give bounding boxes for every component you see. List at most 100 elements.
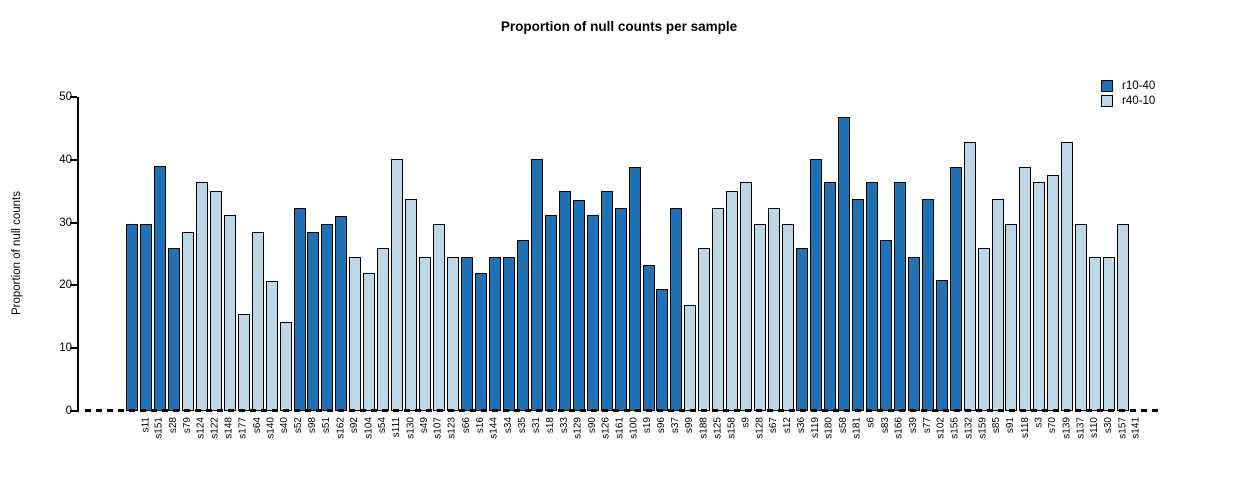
y-axis-label: Proportion of null counts — [11, 190, 23, 316]
x-tick-label: s122 — [209, 417, 221, 439]
bar-s123 — [433, 223, 446, 411]
x-tick-label: s110 — [1089, 417, 1101, 438]
x-tick-label: s137 — [1075, 417, 1087, 439]
bar-s39 — [893, 182, 906, 411]
legend-label: r40-10 — [1122, 95, 1156, 107]
bar-s99 — [670, 207, 683, 411]
x-tick-label: s162 — [335, 417, 347, 439]
bar-s40 — [265, 281, 278, 411]
x-tick-label: s92 — [349, 417, 361, 434]
bar-s64 — [237, 313, 250, 411]
bar-s49 — [405, 199, 418, 411]
chart-title: Proportion of null counts per sample — [500, 19, 738, 34]
x-tick-label: s67 — [768, 417, 780, 434]
y-tick-label: 10 — [59, 342, 72, 355]
x-tick-label: s125 — [712, 417, 724, 439]
bar-s161 — [600, 191, 613, 411]
bar-s90 — [572, 199, 585, 411]
x-tick-label: s177 — [237, 417, 249, 439]
x-tick-label: s19 — [642, 417, 654, 434]
x-tick-label: s181 — [851, 417, 863, 439]
bar-s77 — [907, 257, 920, 411]
bar-s188 — [684, 305, 697, 411]
bar-s130 — [391, 158, 404, 411]
bar-s151 — [139, 223, 152, 411]
x-tick-label: s132 — [963, 417, 975, 439]
bar-s166 — [879, 240, 892, 411]
bar-s141 — [1117, 223, 1130, 411]
x-tick-label: s52 — [293, 417, 305, 434]
bar-s31 — [516, 240, 529, 411]
x-tick-label: s3 — [1033, 417, 1045, 428]
bar-s11 — [126, 223, 138, 411]
x-tick-label: s9 — [740, 417, 752, 428]
bar-s128 — [740, 182, 753, 411]
x-tick-label: s36 — [796, 417, 808, 434]
x-tick-label: s35 — [516, 417, 528, 434]
x-tick-label: s90 — [586, 417, 598, 434]
bar-s155 — [935, 280, 948, 411]
bar-s30 — [1089, 257, 1102, 411]
x-tick-label: s124 — [195, 417, 207, 439]
bar-s180 — [810, 158, 823, 411]
bar-s102 — [921, 199, 934, 411]
bar-s107 — [419, 257, 432, 411]
y-tick-mark — [70, 158, 77, 161]
x-tick-label: s28 — [167, 417, 179, 434]
x-tick-label: s66 — [461, 417, 473, 434]
x-tick-label: s40 — [279, 417, 291, 434]
x-tick-label: s34 — [502, 417, 514, 434]
legend-item: r10-40 — [1101, 79, 1155, 93]
x-tick-label: s128 — [754, 417, 766, 439]
bar-s111 — [377, 247, 390, 411]
bar-s124 — [181, 232, 194, 411]
legend: r10-40 r40-10 — [1101, 79, 1155, 109]
x-tick-label: s99 — [684, 417, 696, 434]
bar-s98 — [293, 207, 306, 411]
x-tick-label: s98 — [307, 417, 319, 434]
legend-swatch-r40-10 — [1101, 95, 1113, 107]
x-tick-label: s33 — [558, 417, 570, 434]
bar-s18 — [530, 158, 543, 411]
bar-s100 — [614, 207, 627, 411]
x-tick-label: s104 — [363, 417, 375, 439]
x-tick-label: s77 — [921, 417, 933, 434]
x-tick-label: s39 — [907, 417, 919, 434]
x-tick-label: s151 — [153, 417, 165, 439]
legend-label: r10-40 — [1122, 80, 1156, 92]
x-tick-label: s30 — [1103, 417, 1115, 434]
bar-s110 — [1075, 223, 1088, 411]
x-tick-label: s70 — [1047, 417, 1059, 434]
x-tick-label: s58 — [838, 417, 849, 434]
bar-s54 — [363, 272, 376, 411]
bar-s129 — [558, 191, 571, 411]
legend-swatch-r10-40 — [1101, 80, 1113, 92]
legend-item: r40-10 — [1101, 94, 1155, 108]
y-tick-mark — [70, 347, 77, 350]
x-tick-label: s91 — [1005, 417, 1017, 434]
x-tick-label: s107 — [433, 417, 445, 439]
x-tick-label: s188 — [698, 417, 710, 439]
y-tick-mark — [70, 96, 77, 98]
x-tick-label: s119 — [810, 417, 822, 438]
bar-s144 — [475, 272, 487, 411]
x-tick-label: s18 — [544, 417, 556, 434]
x-tick-label: s180 — [824, 417, 836, 439]
bar-s91 — [991, 199, 1004, 411]
bar-s36 — [782, 223, 795, 411]
x-tick-label: s123 — [447, 417, 459, 439]
bar-s162 — [321, 223, 334, 411]
bar-s137 — [1061, 142, 1074, 411]
y-tick-label: 50 — [59, 91, 72, 103]
x-tick-label: s129 — [572, 417, 584, 439]
y-tick-label: 40 — [59, 153, 72, 166]
bar-s148 — [209, 191, 222, 411]
x-tick-label: s79 — [181, 417, 193, 434]
bar-s28 — [153, 166, 166, 411]
bar-s67 — [754, 223, 767, 411]
bar-s70 — [1033, 182, 1046, 411]
zero-baseline-dashed-line — [85, 409, 1163, 412]
x-tick-label: s64 — [251, 417, 263, 434]
x-tick-label: s102 — [935, 417, 947, 439]
x-tick-label: s85 — [991, 417, 1003, 434]
